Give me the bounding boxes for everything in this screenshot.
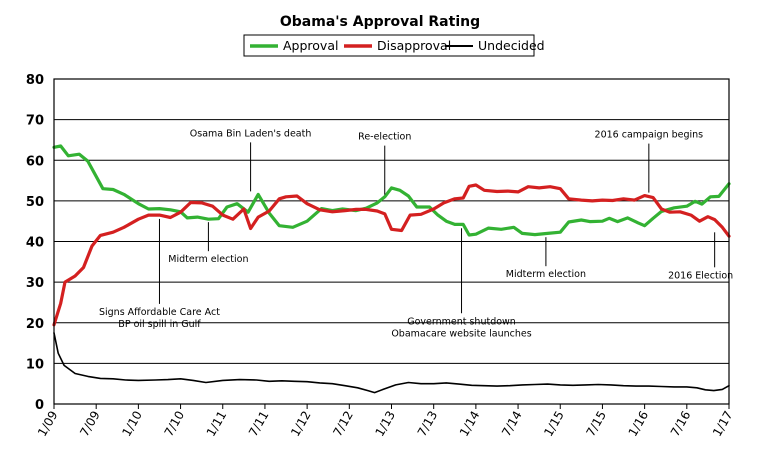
annotation-label: Osama Bin Laden's death [190, 128, 312, 139]
y-tick-label: 30 [26, 276, 44, 291]
annotation-label: Re-election [358, 132, 411, 143]
x-tick-label: 1/12 [288, 409, 314, 439]
y-tick-label: 10 [26, 357, 44, 372]
x-tick-label: 7/14 [499, 409, 525, 439]
annotation-label-line2: Obamacare website launches [391, 328, 531, 339]
x-tick-label: 7/11 [246, 409, 272, 439]
y-tick-label: 80 [26, 73, 44, 88]
y-tick-label: 40 [26, 236, 44, 251]
annotation-label: 2016 Election [668, 270, 733, 281]
annotation-label: 2016 campaign begins [595, 130, 704, 141]
legend-label-undecided: Undecided [478, 38, 545, 53]
annotation-label: Signs Affordable Care Act [99, 307, 220, 318]
y-tick-label: 70 [26, 114, 44, 129]
y-axis: 0 10 20 30 40 50 60 70 80 [26, 73, 44, 413]
x-tick-label: 7/16 [668, 409, 694, 439]
legend-label-approval: Approval [283, 38, 338, 53]
annotation-label: Government shutdown [407, 316, 516, 327]
x-tick-label: 1/14 [457, 409, 483, 439]
series-line-approval [52, 144, 731, 237]
series-lines [52, 144, 731, 394]
x-tick-label: 1/13 [372, 409, 398, 439]
legend-frame [243, 34, 535, 57]
x-tick-label: 7/12 [330, 409, 356, 439]
x-tick-label: 1/16 [626, 409, 652, 439]
series-line-undecided [53, 332, 730, 394]
y-tick-label: 60 [26, 154, 44, 169]
x-tick-label: 7/13 [415, 409, 441, 439]
y-tick-label: 50 [26, 195, 44, 210]
annotations: Osama Bin Laden's death Re-election 2016 c… [99, 128, 733, 339]
series-line-disapproval [52, 183, 731, 327]
plot-frame [53, 78, 730, 405]
annotation-label-line2: BP oil spill in Gulf [118, 319, 201, 330]
x-tick-label: 1/11 [204, 409, 230, 439]
annotation-label: Midterm election [506, 269, 586, 280]
x-tick-label: 1/09 [35, 409, 61, 439]
chart-title: Obama's Approval Rating [280, 14, 480, 30]
x-tick-label: 1/15 [541, 409, 567, 439]
x-tick-label: 7/15 [583, 409, 609, 439]
x-tick-label: 1/17 [710, 409, 736, 439]
y-tick-label: 0 [35, 398, 44, 413]
y-tick-label: 20 [26, 317, 44, 332]
legend-label-disapproval: Disapproval [377, 38, 451, 53]
x-tick-label: 7/10 [162, 409, 188, 439]
gridlines [54, 119, 729, 364]
annotation-label: Midterm election [168, 254, 248, 265]
x-axis: 1/09 7/09 1/10 7/10 1/11 7/11 1/12 7/12 1/13 7/13… [35, 404, 736, 439]
x-tick-label: 1/10 [119, 409, 145, 439]
legend: Approval Disapproval Undecided [243, 34, 545, 57]
x-tick-label: 7/09 [77, 409, 103, 439]
